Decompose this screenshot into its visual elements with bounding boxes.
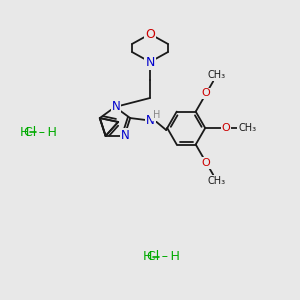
Text: O: O: [202, 88, 211, 98]
Text: N: N: [121, 129, 130, 142]
Text: Cl – H: Cl – H: [24, 125, 56, 139]
Text: H: H: [142, 250, 152, 263]
Text: N: N: [145, 56, 155, 68]
Text: N: N: [112, 100, 120, 113]
Text: O: O: [222, 123, 231, 133]
Text: O: O: [145, 28, 155, 40]
Text: O: O: [202, 158, 211, 168]
Text: CH₃: CH₃: [208, 70, 226, 80]
Text: CH₃: CH₃: [208, 176, 226, 186]
Text: H: H: [19, 125, 29, 139]
Text: N: N: [146, 114, 154, 127]
Text: CH₃: CH₃: [238, 123, 256, 133]
Text: Cl – H: Cl – H: [147, 250, 179, 263]
Text: H: H: [152, 110, 160, 120]
